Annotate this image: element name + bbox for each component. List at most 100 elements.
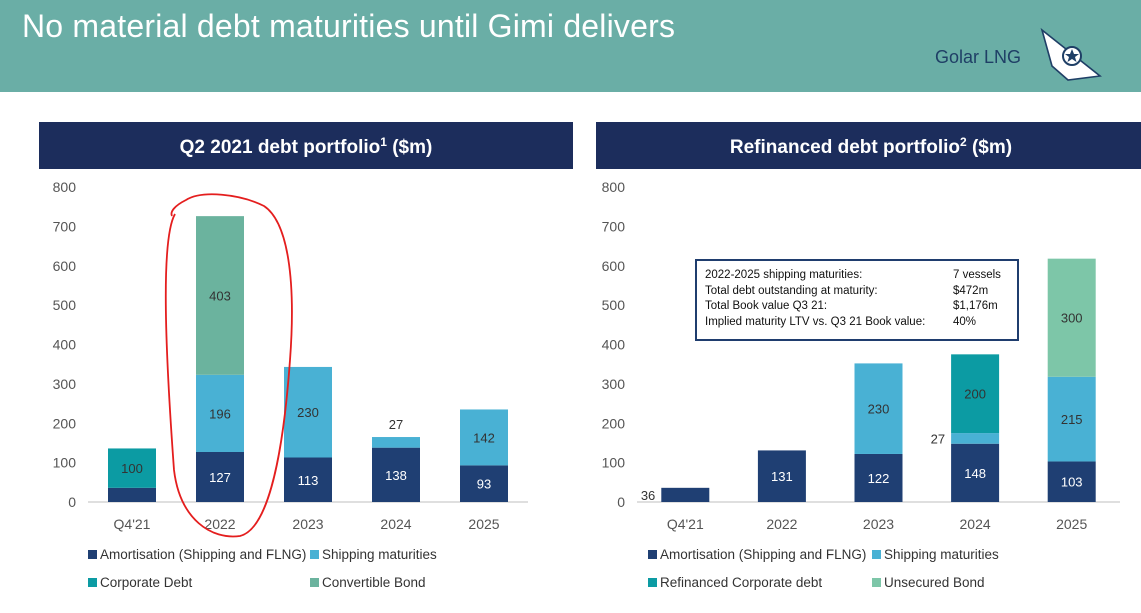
chart-right: Refinanced debt portfolio2 ($m) 0 100 200 30…	[596, 122, 1141, 590]
x-tick-label: 2023	[292, 516, 323, 532]
y-tick-label: 400	[602, 337, 626, 353]
data-label: 100	[121, 461, 143, 476]
y-tick-label: 700	[53, 218, 77, 234]
y-tick-label: 600	[53, 258, 77, 274]
x-tick-label: 2024	[380, 516, 411, 532]
x-tick-label: 2025	[1056, 516, 1087, 532]
bar-segment	[372, 437, 420, 448]
y-tick-label: 300	[602, 376, 626, 392]
legend-swatch	[310, 578, 319, 587]
info-value: $1,176m	[953, 300, 998, 312]
bar-segment	[661, 487, 710, 502]
annotation-circle	[164, 193, 293, 538]
bar-segment	[372, 447, 420, 502]
bar-segment	[196, 374, 244, 452]
data-label: 27	[389, 417, 403, 432]
legend-swatch	[648, 550, 657, 559]
y-tick-label: 200	[602, 415, 626, 431]
bar-segment	[757, 450, 806, 502]
info-row: Total Book value Q3 21: $1,176m	[705, 299, 1017, 315]
y-tick-label: 800	[53, 179, 77, 195]
y-tick-label: 600	[602, 258, 626, 274]
bar-segment	[196, 451, 244, 502]
data-label: 230	[297, 405, 319, 420]
bar-segment	[1047, 258, 1096, 377]
legend-entry: Shipping maturities	[322, 547, 437, 562]
chart-title-bar	[39, 122, 573, 169]
data-label: 122	[868, 471, 890, 486]
header-bar: No material debt maturities until Gimi d…	[0, 0, 1141, 92]
y-tick-label: 200	[53, 415, 77, 431]
info-label: Total debt outstanding at maturity:	[705, 284, 878, 297]
info-value: 7 vessels	[953, 269, 1001, 281]
info-label: Implied maturity LTV vs. Q3 21 Book valu…	[705, 315, 926, 328]
data-label: 215	[1061, 412, 1083, 427]
y-tick-label: 100	[53, 455, 77, 471]
bar-segment	[951, 433, 1000, 444]
data-label: 230	[868, 402, 890, 417]
data-label: 148	[964, 466, 986, 481]
x-tick-label: Q4'21	[667, 516, 704, 532]
info-value: 40%	[953, 315, 977, 328]
info-label: 2022-2025 shipping maturities:	[705, 269, 863, 281]
logo-text: Golar LNG	[935, 47, 1022, 67]
chart-left: Q2 2021 debt portfolio1 ($m) 0 100 200 300 40…	[39, 122, 573, 590]
bar-segment	[196, 216, 244, 375]
info-label: Total Book value Q3 21:	[705, 300, 828, 312]
legend-entry: Unsecured Bond	[884, 575, 985, 590]
y-tick-label: 500	[602, 297, 626, 313]
bar-segment	[1047, 461, 1096, 502]
info-row: Implied maturity LTV vs. Q3 21 Book valu…	[705, 315, 1017, 331]
bar-segment	[1047, 376, 1096, 462]
maturity-info-box: 2022-2025 shipping maturities: 7 vessels…	[695, 259, 1019, 341]
legend-entry: Amortisation (Shipping and FLNG)	[100, 547, 306, 562]
bar-segment	[284, 366, 332, 458]
legend-entry: Convertible Bond	[322, 575, 426, 590]
data-label: 403	[209, 288, 231, 303]
chart-title: Q2 2021 debt portfolio1 ($m)	[180, 135, 433, 158]
data-label: 113	[298, 473, 319, 488]
bar-segment	[951, 443, 1000, 502]
legend-entry: Shipping maturities	[884, 547, 999, 562]
y-tick-label: 0	[68, 494, 76, 510]
data-label: 27	[931, 431, 945, 446]
info-row: Total debt outstanding at maturity: $472…	[705, 284, 1017, 300]
bar-segment	[284, 457, 332, 502]
data-label: 93	[477, 477, 491, 492]
data-label: 200	[964, 387, 986, 402]
legend-swatch	[872, 578, 881, 587]
legend-entry: Refinanced Corporate debt	[660, 575, 822, 590]
data-label: 131	[771, 469, 793, 484]
page-title: No material debt maturities until Gimi d…	[22, 8, 676, 44]
bar-segment	[460, 465, 508, 502]
bar-segment	[460, 409, 508, 466]
bar-segment	[951, 354, 1000, 434]
data-label: 300	[1061, 311, 1083, 326]
x-tick-label: 2022	[204, 516, 235, 532]
legend-swatch	[310, 550, 319, 559]
y-tick-label: 100	[602, 455, 626, 471]
chart-title-bar	[596, 122, 1141, 169]
info-row: 2022-2025 shipping maturities: 7 vessels	[705, 268, 1017, 284]
x-tick-label: 2025	[468, 516, 499, 532]
legend-entry: Corporate Debt	[100, 575, 193, 590]
legend-swatch	[872, 550, 881, 559]
x-tick-label: 2024	[960, 516, 991, 532]
y-tick-label: 700	[602, 218, 626, 234]
bar-segment	[108, 487, 156, 502]
y-tick-label: 400	[53, 337, 77, 353]
x-tick-label: Q4'21	[114, 516, 151, 532]
legend-swatch	[88, 550, 97, 559]
x-tick-label: 2022	[766, 516, 797, 532]
data-label: 127	[209, 470, 231, 485]
y-tick-label: 800	[602, 179, 626, 195]
data-label: 196	[209, 406, 231, 421]
data-label: 138	[385, 468, 407, 483]
x-tick-label: 2023	[863, 516, 894, 532]
data-label: 142	[473, 430, 495, 445]
golar-logo-icon	[1040, 27, 1102, 81]
data-label: 103	[1061, 475, 1083, 490]
bar-segment	[854, 363, 903, 454]
bar-segment	[108, 448, 156, 488]
info-value: $472m	[953, 284, 989, 297]
